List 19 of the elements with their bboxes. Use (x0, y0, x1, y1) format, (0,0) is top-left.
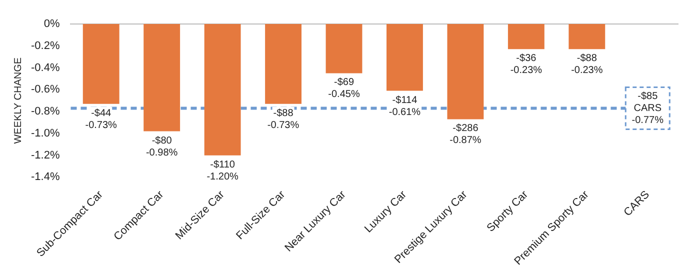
data-label: -$88 -0.23% (571, 53, 603, 76)
y-tick-label: -0.8% (30, 106, 60, 118)
y-tick-label: -0.2% (30, 40, 60, 52)
y-axis-title: WEEKLY CHANGE (12, 57, 24, 144)
y-tick-label: 0% (44, 18, 60, 30)
data-label: -$44 -0.73% (85, 108, 118, 131)
data-label: -$80 -0.98% (146, 135, 178, 158)
ref-line-label: -$85 CARS -0.77% (632, 91, 664, 126)
data-label: -$69 -0.45% (328, 77, 360, 100)
y-tick-label: -1.2% (30, 149, 60, 162)
y-tick-label: -1.0% (30, 127, 60, 140)
data-label: -$286 -0.87% (450, 123, 482, 146)
data-label: -$114 -0.61% (388, 94, 421, 118)
data-label: -$36 -0.23% (510, 53, 542, 76)
data-label: -$110 -1.20% (206, 159, 238, 182)
y-tick-label: -0.4% (30, 62, 60, 74)
y-tick-label: -0.6% (30, 84, 60, 96)
data-label: -$88 -0.73% (267, 108, 300, 131)
y-tick-label: -1.4% (30, 171, 60, 184)
